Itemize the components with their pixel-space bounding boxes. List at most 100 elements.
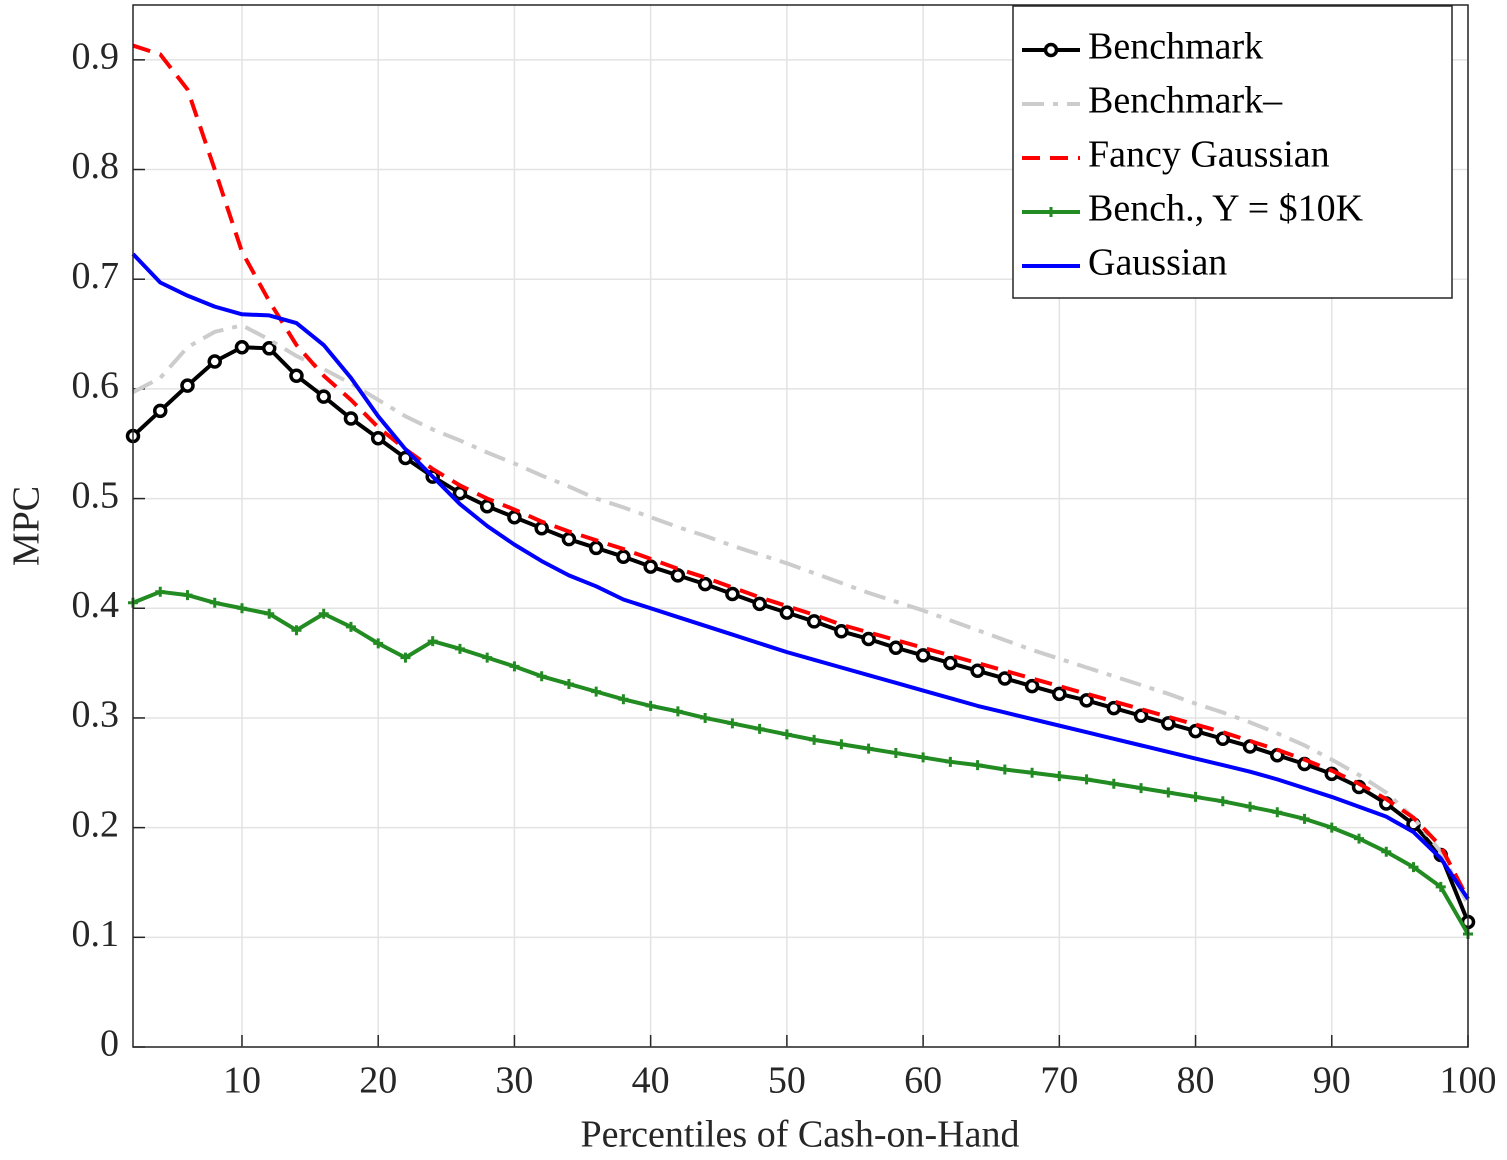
x-tick-label: 70 [1040, 1060, 1078, 1102]
marker [209, 597, 220, 608]
marker [945, 756, 956, 767]
marker [180, 378, 195, 393]
marker [943, 655, 958, 671]
y-tick-label: 0.1 [72, 913, 120, 955]
marker [861, 631, 876, 647]
marker [343, 411, 359, 426]
marker [779, 605, 795, 620]
legend-label: Bench., Y = $10K [1088, 188, 1364, 230]
marker [155, 586, 166, 597]
marker [207, 354, 222, 369]
y-tick-label: 0.6 [72, 365, 120, 407]
marker [1408, 862, 1419, 873]
marker [727, 718, 738, 729]
marker [1215, 731, 1231, 747]
marker [890, 748, 901, 759]
x-tick-label: 40 [632, 1060, 670, 1102]
marker [999, 764, 1010, 775]
y-tick-label: 0 [100, 1023, 119, 1065]
marker [291, 625, 302, 636]
marker [888, 640, 904, 655]
x-tick-label: 80 [1177, 1060, 1215, 1102]
marker [1106, 700, 1122, 716]
marker [970, 663, 985, 679]
marker [370, 431, 386, 446]
axes-box [132, 4, 1469, 1048]
marker [509, 661, 520, 672]
series-line [132, 589, 1470, 936]
marker [918, 752, 929, 763]
marker [972, 760, 983, 771]
plot-area [125, 43, 1476, 940]
marker [1054, 771, 1065, 782]
marker [752, 596, 767, 612]
marker [1435, 881, 1446, 892]
marker [1136, 783, 1147, 794]
marker [806, 614, 822, 629]
marker [1161, 716, 1176, 731]
marker [427, 636, 438, 647]
x-axis-label: Percentiles of Cash-on-Hand [581, 1114, 1020, 1156]
marker [754, 723, 765, 734]
marker [261, 341, 277, 356]
x-tick-label: 10 [223, 1060, 261, 1102]
marker [318, 608, 329, 619]
marker [1133, 708, 1149, 724]
marker [836, 739, 847, 750]
marker [563, 678, 574, 689]
marker [781, 729, 792, 740]
marker [479, 499, 495, 514]
marker [1024, 678, 1040, 694]
marker [236, 603, 247, 614]
marker [152, 403, 168, 419]
marker [700, 712, 711, 723]
marker [1190, 791, 1201, 802]
marker [1188, 723, 1203, 739]
marker [1163, 787, 1174, 798]
y-tick-label: 0.8 [72, 145, 120, 187]
legend-label: Fancy Gaussian [1088, 134, 1330, 176]
series-line [132, 43, 1470, 900]
y-axis-label: MPC [6, 486, 48, 566]
x-tick-label: 60 [904, 1060, 942, 1102]
marker [454, 643, 465, 654]
marker [182, 590, 193, 601]
series-line [132, 323, 1470, 906]
marker [345, 621, 356, 632]
marker [697, 576, 713, 592]
marker [809, 734, 820, 745]
y-tick-label: 0.5 [72, 474, 120, 516]
series-line [131, 345, 1470, 923]
y-tick-label: 0.4 [72, 584, 120, 626]
marker [645, 700, 656, 711]
marker [672, 706, 683, 717]
marker [591, 686, 602, 697]
marker [1217, 796, 1228, 807]
marker [863, 743, 874, 754]
marker [725, 586, 740, 602]
marker [1381, 846, 1392, 857]
marker [616, 549, 631, 564]
marker [534, 520, 549, 536]
legend-box [1012, 5, 1453, 299]
y-tick-label: 0.2 [72, 803, 120, 845]
marker [643, 559, 658, 574]
marker [915, 648, 931, 663]
x-tick-label: 30 [495, 1060, 533, 1102]
marker [264, 608, 275, 619]
marker [1272, 807, 1283, 818]
marker [1079, 693, 1094, 708]
legend-label: Benchmark– [1088, 80, 1283, 122]
marker [289, 368, 304, 383]
legend: Benchmark Benchmark– Fancy Gaussian Bench.,… [1012, 5, 1453, 299]
marker [1108, 778, 1119, 789]
x-tick-label: 20 [359, 1060, 397, 1102]
marker [373, 638, 384, 649]
x-tick-label: 50 [768, 1060, 806, 1102]
marker [1081, 774, 1092, 785]
marker [1043, 42, 1059, 58]
y-tick-label: 0.9 [72, 36, 120, 78]
y-tick-label: 0.3 [72, 694, 120, 736]
marker [618, 694, 629, 705]
